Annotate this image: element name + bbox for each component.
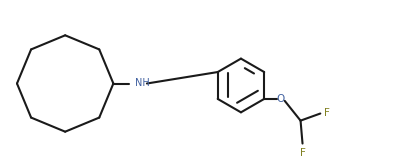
- Text: NH: NH: [135, 78, 150, 89]
- Text: F: F: [324, 108, 330, 118]
- Text: F: F: [300, 148, 306, 158]
- Text: O: O: [276, 94, 285, 104]
